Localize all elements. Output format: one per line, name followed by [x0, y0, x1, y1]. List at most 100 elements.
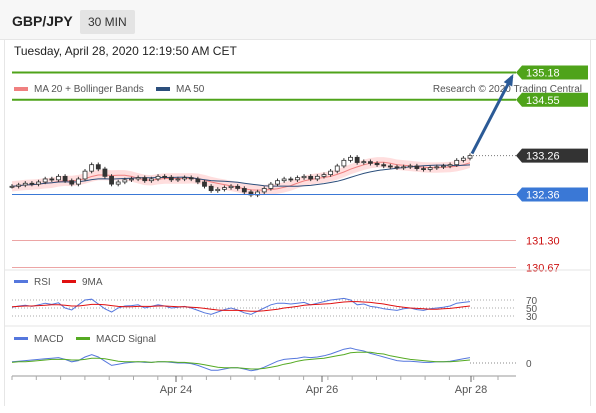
candle-body: [341, 159, 347, 167]
candle-body: [288, 178, 294, 181]
candle-body: [129, 178, 134, 181]
candle-body: [334, 165, 340, 172]
candle-body: [381, 164, 387, 167]
candle-body: [49, 178, 55, 181]
target-arrow-head: [503, 73, 514, 87]
level-label-bg-135.18: [516, 65, 588, 80]
x-axis: Apr 24 Apr 26 Apr 28: [11, 376, 499, 396]
candle-body: [434, 166, 440, 169]
candle-body: [69, 180, 75, 185]
chart-panel: [4, 40, 591, 406]
candle-body: [135, 177, 141, 180]
macd-legend-label: MACD: [34, 334, 63, 345]
rsi-series-1: [11, 301, 471, 312]
candle-body: [188, 177, 194, 180]
candle-body: [275, 180, 280, 185]
candle-body: [314, 175, 320, 180]
candle-body: [281, 178, 287, 182]
macd-signal-legend-swatch: [76, 337, 90, 340]
level-label-132.36: 132.36: [526, 190, 560, 202]
candle-body: [208, 185, 214, 192]
rsi-level-label-30: 30: [526, 312, 538, 323]
rsi-ma-legend-label: 9MA: [82, 277, 103, 288]
candle-body: [441, 165, 446, 168]
candle-body: [361, 161, 367, 164]
candle-body: [454, 159, 460, 166]
level-label-bg-134.55: [516, 92, 588, 107]
candle-body: [228, 185, 234, 189]
rsi-legend-label: RSI: [34, 277, 51, 288]
candle-body: [401, 166, 407, 169]
candle-body: [447, 164, 453, 167]
level-label-130.67: 130.67: [526, 263, 560, 275]
candle-body: [95, 164, 101, 170]
rsi-level-label-70: 70: [526, 296, 538, 307]
candle-body: [387, 165, 393, 168]
candle-body: [115, 181, 121, 185]
price-plot: [9, 153, 473, 198]
rsi-level-label-50: 50: [526, 304, 538, 315]
legend-swatch-ma20: [14, 87, 28, 91]
candle-body: [295, 177, 300, 181]
candle-body: [427, 167, 433, 170]
candle-body: [348, 156, 353, 161]
candle-body: [168, 176, 174, 181]
candle-body: [9, 185, 15, 188]
rsi-ma-legend-swatch: [62, 280, 76, 283]
candle-body: [368, 161, 373, 164]
candle-body: [22, 182, 28, 186]
level-label-133.26: 133.26: [526, 151, 560, 163]
candle-body: [222, 187, 227, 190]
candle-body: [202, 181, 207, 187]
macd-legend-swatch: [14, 337, 28, 340]
timeframe-button[interactable]: 30 MIN: [80, 10, 135, 34]
macd-signal-legend-label: MACD Signal: [96, 334, 156, 345]
candle-body: [421, 168, 426, 170]
candle-body: [36, 181, 41, 185]
candle-body: [301, 175, 307, 179]
level-label-bg-132.36: [516, 187, 588, 202]
candle-body: [407, 165, 413, 168]
candle-body: [268, 183, 274, 189]
candle-body: [261, 188, 267, 193]
candle-body: [460, 157, 466, 161]
legend-label-ma20: MA 20 + Bollinger Bands: [34, 84, 144, 95]
candle-body: [354, 156, 360, 163]
level-label-131.30: 131.30: [526, 235, 560, 247]
candle-body: [182, 177, 187, 180]
timestamp: Tuesday, April 28, 2020 12:19:50 AM CET: [14, 44, 237, 58]
candle-body: [162, 175, 168, 178]
ma20-line: [11, 161, 471, 191]
level-label-135.18: 135.18: [526, 68, 560, 80]
candle-body: [62, 175, 68, 182]
candle-body: [328, 170, 334, 176]
legend-swatch-ma50: [156, 87, 170, 91]
candle-body: [42, 178, 48, 183]
candle-body: [109, 175, 114, 185]
candle-body: [195, 178, 201, 183]
chart-header: GBP/JPY 30 MIN: [0, 0, 596, 40]
candle-body: [215, 188, 221, 192]
rsi-legend-swatch: [14, 280, 28, 283]
candle-body: [89, 164, 95, 172]
candle-body: [308, 175, 314, 180]
candle-body: [235, 185, 241, 189]
x-label-0: Apr 24: [160, 384, 192, 396]
target-arrow-line: [470, 75, 514, 155]
candle-body: [102, 168, 108, 177]
candle-body: [16, 184, 22, 187]
candle-body: [374, 162, 380, 166]
ma50-line: [11, 164, 471, 187]
candle-body: [75, 178, 81, 185]
candle-body: [29, 182, 35, 185]
credit-text: Research © 2020 Trading Central: [433, 84, 582, 95]
candle-body: [82, 170, 88, 180]
price-levels: 135.18 134.55 133.26 132.36 131.30 130.67: [12, 65, 588, 275]
symbol-title: GBP/JPY: [12, 13, 73, 29]
candle-body: [56, 175, 61, 181]
candle-body: [148, 178, 154, 182]
candle-body: [321, 174, 327, 177]
macd-zero-label: 0: [526, 359, 532, 370]
